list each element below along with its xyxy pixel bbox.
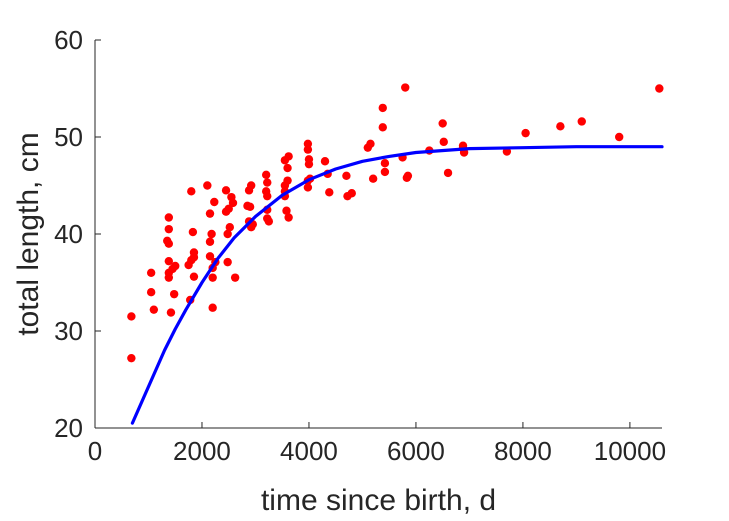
- data-point: [347, 189, 356, 198]
- data-point: [443, 168, 453, 178]
- data-point: [380, 158, 390, 168]
- data-point: [438, 119, 447, 128]
- data-point: [146, 288, 156, 297]
- data-point: [208, 273, 217, 282]
- data-point: [225, 223, 234, 232]
- data-point: [223, 257, 232, 267]
- data-point: [368, 174, 378, 183]
- data-point: [210, 197, 219, 207]
- x-tick-label: 8000: [494, 436, 552, 466]
- data-point: [401, 83, 410, 92]
- data-point: [325, 188, 334, 197]
- data-point: [169, 289, 179, 299]
- data-point: [342, 171, 351, 180]
- data-points: [127, 83, 664, 363]
- data-point: [304, 159, 314, 169]
- data-point: [189, 272, 199, 281]
- data-point: [224, 204, 233, 213]
- data-point: [615, 132, 624, 142]
- x-tick-label: 2000: [173, 436, 231, 466]
- y-axis-label: total length, cm: [12, 132, 45, 335]
- data-point: [223, 229, 232, 239]
- data-point: [655, 84, 664, 93]
- data-point: [205, 209, 215, 218]
- data-point: [263, 191, 272, 201]
- data-point: [521, 128, 530, 138]
- data-point: [164, 213, 174, 222]
- data-point: [403, 171, 413, 180]
- y-tick-label: 30: [54, 316, 83, 346]
- data-point: [303, 139, 313, 148]
- y-tick-label: 50: [54, 122, 83, 152]
- data-point: [282, 206, 291, 215]
- data-point: [284, 152, 293, 161]
- data-point: [283, 163, 292, 173]
- data-point: [187, 187, 196, 196]
- data-point: [320, 157, 330, 166]
- x-axis-ticks: 0 2000 4000 6000 8000 10000: [88, 422, 666, 466]
- data-point: [261, 170, 271, 180]
- data-point: [264, 217, 274, 226]
- data-point: [303, 145, 313, 154]
- data-point: [171, 261, 180, 271]
- data-point: [188, 227, 198, 237]
- x-axis-label: time since birth, d: [261, 484, 496, 517]
- plot-area: [127, 83, 664, 425]
- data-point: [149, 305, 159, 314]
- data-point: [205, 237, 215, 246]
- x-tick-label: 4000: [280, 436, 338, 466]
- data-point: [556, 122, 565, 131]
- data-point: [378, 123, 387, 132]
- fitted-curve: [130, 145, 664, 425]
- data-point: [303, 183, 313, 192]
- data-point: [577, 117, 586, 126]
- data-point: [439, 137, 448, 147]
- data-point: [208, 303, 217, 312]
- y-tick-label: 20: [54, 413, 83, 443]
- x-tick-label: 6000: [387, 436, 445, 466]
- data-point: [366, 139, 375, 148]
- y-axis-ticks: 20 30 40 50 60: [54, 25, 101, 443]
- data-point: [203, 181, 212, 190]
- y-tick-label: 60: [54, 25, 83, 55]
- data-point: [127, 312, 136, 321]
- data-point: [228, 198, 238, 208]
- data-point: [246, 181, 256, 190]
- data-point: [230, 273, 240, 282]
- data-point: [263, 178, 272, 187]
- data-point: [164, 239, 174, 248]
- data-point: [283, 176, 292, 185]
- data-point: [205, 252, 215, 261]
- data-point: [164, 256, 174, 266]
- data-point: [245, 202, 255, 212]
- data-point: [164, 224, 174, 234]
- data-point: [127, 353, 136, 363]
- data-point: [378, 103, 387, 113]
- data-point: [146, 268, 156, 277]
- y-tick-label: 40: [54, 219, 83, 249]
- data-point: [166, 308, 176, 317]
- data-point: [189, 253, 199, 262]
- fitted-curve-layer: [130, 145, 664, 425]
- x-tick-label: 10000: [594, 436, 666, 466]
- data-point: [380, 167, 390, 177]
- data-point: [221, 186, 231, 195]
- data-point: [207, 229, 216, 239]
- x-tick-label: 0: [88, 436, 102, 466]
- data-point: [164, 273, 174, 282]
- data-point: [284, 213, 293, 222]
